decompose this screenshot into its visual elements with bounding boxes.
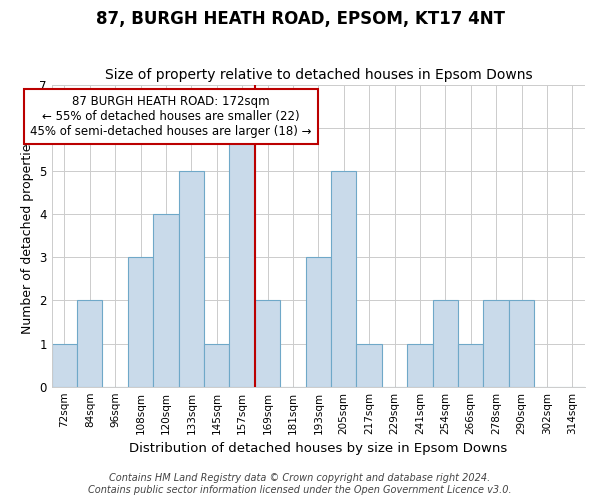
Text: Contains HM Land Registry data © Crown copyright and database right 2024.
Contai: Contains HM Land Registry data © Crown c… <box>88 474 512 495</box>
Bar <box>52 344 77 386</box>
X-axis label: Distribution of detached houses by size in Epsom Downs: Distribution of detached houses by size … <box>129 442 508 455</box>
Bar <box>305 257 331 386</box>
Bar <box>509 300 534 386</box>
Bar <box>356 344 382 386</box>
Title: Size of property relative to detached houses in Epsom Downs: Size of property relative to detached ho… <box>104 68 532 82</box>
Bar <box>128 257 153 386</box>
Text: 87, BURGH HEATH ROAD, EPSOM, KT17 4NT: 87, BURGH HEATH ROAD, EPSOM, KT17 4NT <box>95 10 505 28</box>
Bar <box>179 171 204 386</box>
Bar <box>484 300 509 386</box>
Bar <box>204 344 229 386</box>
Bar <box>153 214 179 386</box>
Bar <box>229 128 255 386</box>
Text: 87 BURGH HEATH ROAD: 172sqm
← 55% of detached houses are smaller (22)
45% of sem: 87 BURGH HEATH ROAD: 172sqm ← 55% of det… <box>30 96 312 138</box>
Y-axis label: Number of detached properties: Number of detached properties <box>21 137 34 334</box>
Bar <box>255 300 280 386</box>
Bar <box>433 300 458 386</box>
Bar <box>331 171 356 386</box>
Bar <box>458 344 484 386</box>
Bar <box>77 300 103 386</box>
Bar <box>407 344 433 386</box>
